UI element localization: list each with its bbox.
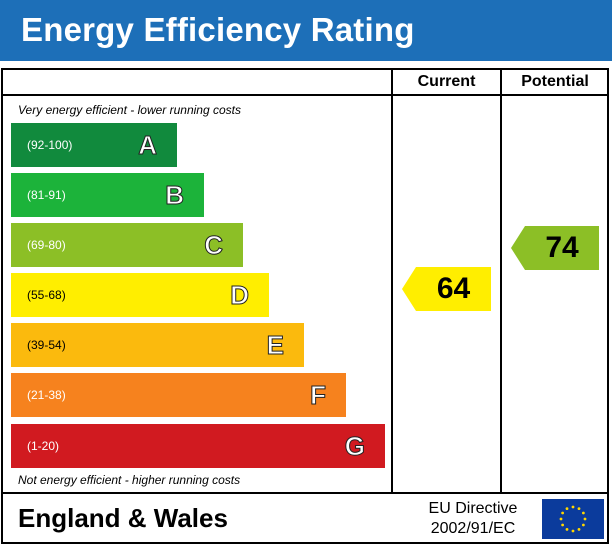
potential-rating-arrow-value: 74 bbox=[545, 231, 579, 264]
band-range-label: (69-80) bbox=[27, 238, 66, 252]
band-letter-label: G bbox=[344, 431, 365, 462]
current-rating-arrow-value: 64 bbox=[436, 272, 471, 305]
footer-row-divider bbox=[1, 492, 609, 494]
flag-star bbox=[561, 511, 565, 515]
band-range-label: (1-20) bbox=[27, 439, 60, 453]
potential-column-divider bbox=[500, 68, 502, 494]
band-range-label: (92-100) bbox=[27, 138, 73, 152]
header-row-divider bbox=[1, 94, 609, 96]
flag-star bbox=[571, 505, 575, 509]
current-rating-arrow: 64 bbox=[402, 267, 491, 311]
flag-star bbox=[561, 523, 565, 527]
flag-star bbox=[577, 507, 581, 511]
current-column-divider bbox=[391, 68, 393, 494]
eu-directive: EU Directive 2002/91/EC bbox=[408, 499, 538, 539]
flag-star bbox=[571, 529, 575, 533]
band-range-label: (55-68) bbox=[27, 288, 66, 302]
region-label: England & Wales bbox=[18, 503, 228, 533]
band-letter-label: C bbox=[204, 230, 224, 261]
current-rating-arrow-shape bbox=[402, 267, 491, 311]
header-bar: Energy Efficiency Rating bbox=[0, 0, 612, 61]
band-e: (39-54) E bbox=[11, 323, 304, 367]
flag-star bbox=[565, 507, 569, 511]
flag-star bbox=[583, 517, 587, 521]
potential-column-header: Potential bbox=[521, 73, 589, 90]
directive-line-1: EU Directive bbox=[428, 500, 518, 517]
band-range-label: (39-54) bbox=[27, 338, 66, 352]
flag-star bbox=[577, 527, 581, 531]
current-column-header: Current bbox=[417, 73, 476, 90]
band-a: (92-100) A bbox=[11, 123, 177, 167]
flag-star bbox=[559, 517, 563, 521]
bottom-efficiency-note: Not energy efficient - higher running co… bbox=[18, 473, 241, 487]
band-letter-label: F bbox=[310, 380, 327, 411]
band-letter-label: D bbox=[230, 280, 250, 311]
flag-star bbox=[581, 511, 585, 515]
band-range-label: (21-38) bbox=[27, 388, 66, 402]
band-range-label: (81-91) bbox=[27, 188, 66, 202]
band-g: (1-20) G bbox=[11, 424, 385, 468]
band-d: (55-68) D bbox=[11, 273, 269, 317]
band-b: (81-91) B bbox=[11, 173, 204, 217]
band-c: (69-80) C bbox=[11, 223, 243, 267]
top-efficiency-note: Very energy efficient - lower running co… bbox=[18, 103, 241, 117]
page-title: Energy Efficiency Rating bbox=[21, 11, 415, 48]
potential-rating-arrow-shape bbox=[511, 226, 599, 270]
rating-table-frame bbox=[1, 68, 609, 544]
directive-line-2: 2002/91/EC bbox=[430, 520, 516, 537]
flag-star bbox=[581, 523, 585, 527]
eu-flag-icon bbox=[542, 499, 604, 539]
band-letter-label: A bbox=[138, 130, 158, 161]
potential-rating-arrow: 74 bbox=[511, 226, 599, 270]
band-letter-label: E bbox=[266, 330, 284, 361]
flag-star bbox=[565, 527, 569, 531]
band-f: (21-38) F bbox=[11, 373, 346, 417]
band-letter-label: B bbox=[165, 180, 185, 211]
